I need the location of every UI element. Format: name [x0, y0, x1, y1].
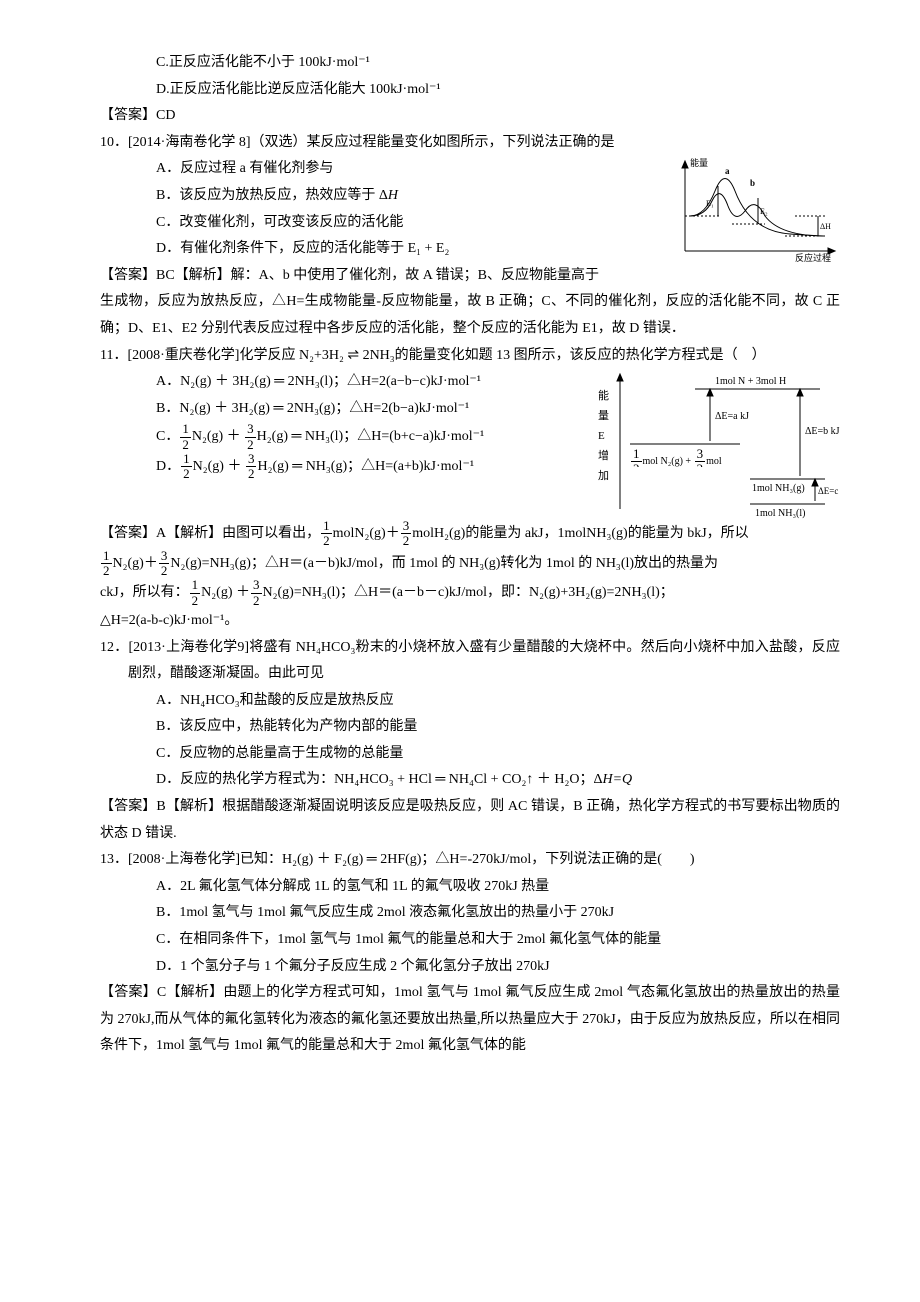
- q10-stem: 10．[2014·海南卷化学 8]（双选）某反应过程能量变化如图所示，下列说法正…: [100, 130, 840, 157]
- q12-answer: 【答案】B【解析】根据醋酸逐渐凝固说明该反应是吸热反应，则 AC 错误，B 正确…: [100, 794, 840, 847]
- q10-figure: 能量 反应过程 a b E₁ E₂ ΔH: [670, 156, 840, 266]
- q11-fig-top: 1mol N + 3mol H: [715, 376, 786, 387]
- q10-fig-ylabel: 能量: [690, 157, 708, 168]
- q11-fig-y1: 能: [598, 388, 609, 402]
- q11-e1-m2: molH₂(g)的能量为 akJ，1molNH₃(g)的能量为 bkJ，所以: [412, 526, 748, 541]
- frac-1-2: 12: [181, 452, 192, 482]
- q10-option-d: D．有催化剂条件下，反应的活化能等于 E₁ + E₂: [100, 236, 670, 263]
- q10-fig-a: a: [725, 166, 730, 176]
- q11-e2-m1: N₂(g)＋: [113, 556, 158, 571]
- q13-option-c: C．在相同条件下，1mol 氢气与 1mol 氟气的能量总和大于 2mol 氟化…: [100, 927, 840, 954]
- q9-answer: 【答案】CD: [100, 103, 840, 130]
- q11-e3-m2: N₂(g)=NH₃(l)；△H＝(a－b－c)kJ/mol，即：N₂(g)+3H…: [263, 585, 674, 600]
- q13-option-b: B．1mol 氢气与 1mol 氟气反应生成 2mol 液态氟化氢放出的热量小于…: [100, 900, 840, 927]
- frac-3-2: 32: [401, 519, 412, 549]
- q11-d-mid2: H₂(g) ═ NH₃(g)；△H=(a+b)kJ·mol⁻¹: [257, 459, 474, 474]
- q13-option-d: D．1 个氢分子与 1 个氟分子反应生成 2 个氟化氢分子放出 270kJ: [100, 954, 840, 981]
- q11-c-mid2: H₂(g) ═ NH₃(l)；△H=(b+c−a)kJ·mol⁻¹: [257, 429, 485, 444]
- frac-3-2: 32: [245, 422, 256, 452]
- q10-option-c: C．改变催化剂，可改变该反应的活化能: [100, 210, 670, 237]
- q11-fig-dea: ΔE=a kJ: [715, 411, 749, 422]
- q11-fig-y2: 量: [598, 409, 609, 422]
- q12-option-b: B．该反应中，热能转化为产物内部的能量: [100, 714, 840, 741]
- q12-d-pre: D．反应的热化学方程式为：NH₄HCO₃ + HCl ═ NH₄Cl + CO₂…: [156, 772, 602, 787]
- q13-option-a: A．2L 氟化氢气体分解成 1L 的氢气和 1L 的氟气吸收 270kJ 热量: [100, 874, 840, 901]
- q11-explain-2: 12N₂(g)＋32N₂(g)=NH₃(g)；△H＝(a－b)kJ/mol，而 …: [100, 549, 840, 579]
- frac-1-2: 12: [190, 578, 201, 608]
- q11-explain-4: △H=2(a-b-c)kJ·mol⁻¹。: [100, 608, 840, 635]
- q11-fig-nh3l: 1mol NH₃(l): [755, 508, 805, 519]
- q9-option-c: C.正反应活化能不小于 100kJ·mol⁻¹: [100, 50, 840, 77]
- q11-fig-deb: ΔE=b kJ: [805, 426, 840, 437]
- q10-answer-line1: 【答案】BC【解析】解：A、b 中使用了催化剂，故 A 错误；B、反应物能量高于: [100, 263, 670, 290]
- q12-option-d: D．反应的热化学方程式为：NH₄HCO₃ + HCl ═ NH₄Cl + CO₂…: [100, 767, 840, 794]
- q11-e1-pre: 【答案】A【解析】由图可以看出，: [100, 526, 320, 541]
- q10-b-pre: B．该反应为放热反应，热效应等于 Δ: [156, 188, 388, 203]
- q12-stem: 12．[2013·上海卷化学9]将盛有 NH₄HCO₃粉末的小烧杯放入盛有少量醋…: [100, 635, 840, 688]
- q11-explain-1: 【答案】A【解析】由图可以看出，12molN₂(g)＋32molH₂(g)的能量…: [100, 519, 840, 549]
- q12-option-a: A．NH₄HCO₃和盐酸的反应是放热反应: [100, 688, 840, 715]
- q10-fig-b: b: [750, 178, 755, 188]
- frac-3-2: 32: [246, 452, 257, 482]
- q11-fig-nh3g: 1mol NH₃(g): [752, 483, 805, 494]
- q10-fig-xlabel: 反应过程: [795, 252, 831, 263]
- q11-d-pre: D．: [156, 459, 180, 474]
- q10-fig-e2: E₂: [760, 207, 768, 216]
- q13-stem: 13．[2008·上海卷化学]已知：H₂(g) ＋ F₂(g) ═ 2HF(g)…: [100, 847, 840, 874]
- q11-c-mid1: N₂(g) ＋: [192, 429, 244, 444]
- q11-fig-dec: ΔE=c kJ: [818, 486, 840, 496]
- q10-fig-e1: E₁: [706, 199, 714, 208]
- q10-answer-line2: 生成物，反应为放热反应，△H=生成物能量-反应物能量，故 B 正确；C、不同的催…: [100, 289, 840, 342]
- q11-e1-m1: molN₂(g)＋: [333, 526, 400, 541]
- q11-explain-3: ckJ，所以有：12N₂(g) ＋32N₂(g)=NH₃(l)；△H＝(a－b－…: [100, 578, 840, 608]
- q11-figure: 能 量 E 增 加 1mol N + 3mol H ΔE=a kJ ΔE=b k…: [590, 369, 840, 519]
- q11-option-a: A．N₂(g) ＋ 3H₂(g) ═ 2NH₃(l)；△H=2(a−b−c)kJ…: [100, 369, 590, 396]
- q11-e2-m2: N₂(g)=NH₃(g)；△H＝(a－b)kJ/mol，而 1mol 的 NH₃…: [170, 556, 718, 571]
- q10-option-b: B．该反应为放热反应，热效应等于 ΔH: [100, 183, 670, 210]
- q11-fig-mid-pre: mol N₂(g) +: [643, 456, 694, 467]
- frac-3-2: 32: [251, 578, 262, 608]
- q11-option-d: D．12N₂(g) ＋ 32H₂(g) ═ NH₃(g)；△H=(a+b)kJ·…: [100, 452, 590, 482]
- q11-fig-y4: 增: [598, 448, 609, 462]
- q9-option-d: D.正反应活化能比逆反应活化能大 100kJ·mol⁻¹: [100, 77, 840, 104]
- frac-1-2: 12: [180, 422, 191, 452]
- q11-stem: 11．[2008·重庆卷化学]化学反应 N₂+3H₂ ⇌ 2NH₃的能量变化如题…: [100, 343, 840, 370]
- q12-option-c: C．反应物的总能量高于生成物的总能量: [100, 741, 840, 768]
- frac-1-2: 12: [101, 549, 112, 579]
- q11-c-pre: C．: [156, 429, 179, 444]
- q13-answer: 【答案】C【解析】由题上的化学方程式可知，1mol 氢气与 1mol 氟气反应生…: [100, 980, 840, 1060]
- q11-fig-mid-post: mol: [706, 456, 722, 467]
- q11-option-c: C．12N₂(g) ＋ 32H₂(g) ═ NH₃(l)；△H=(b+c−a)k…: [100, 422, 590, 452]
- q11-e3-pre: ckJ，所以有：: [100, 585, 189, 600]
- q10-option-a: A．反应过程 a 有催化剂参与: [100, 156, 670, 183]
- q11-option-b: B．N₂(g) ＋ 3H₂(g) ═ 2NH₃(g)；△H=2(b−a)kJ·m…: [100, 396, 590, 423]
- q11-fig-y3: E: [598, 430, 605, 442]
- q12-d-post: H=Q: [602, 772, 632, 787]
- frac-3-2: 32: [159, 549, 170, 579]
- q11-d-mid1: N₂(g) ＋: [193, 459, 245, 474]
- q10-b-post: H: [388, 188, 398, 203]
- q11-fig-y5: 加: [598, 469, 609, 482]
- q11-e3-m1: N₂(g) ＋: [201, 585, 250, 600]
- q10-fig-dh: ΔH: [820, 222, 831, 231]
- frac-1-2: 12: [321, 519, 332, 549]
